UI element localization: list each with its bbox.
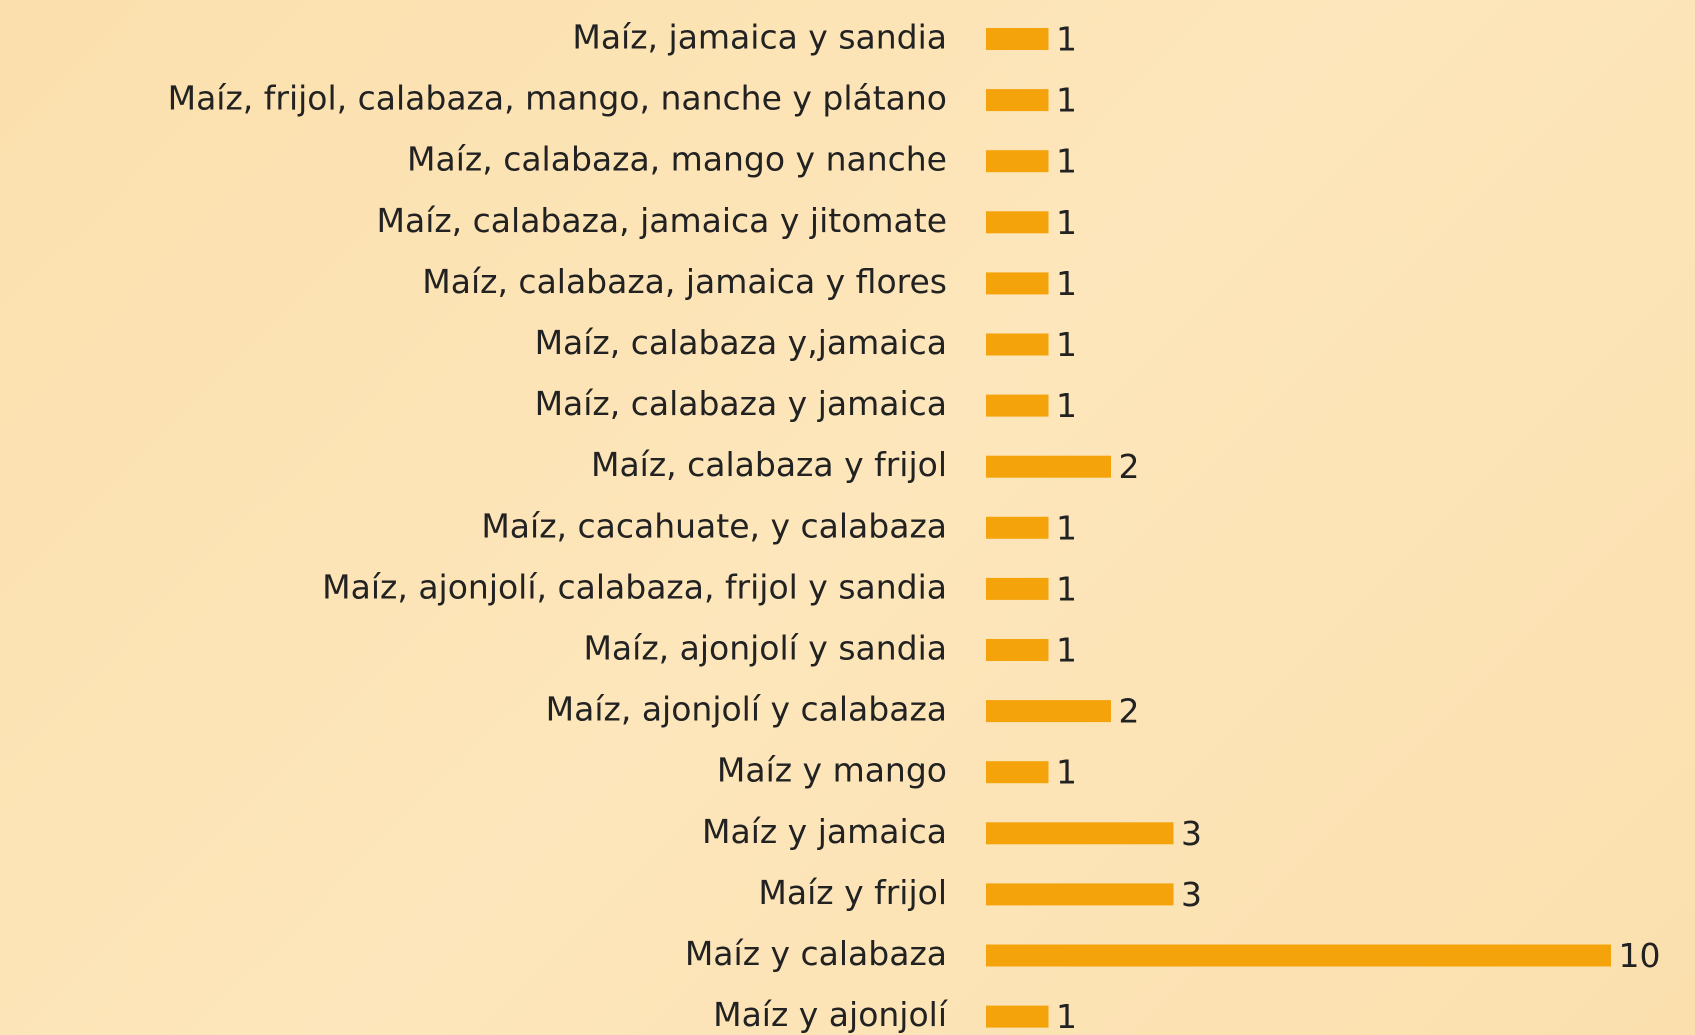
bar	[986, 700, 1111, 723]
category-label: Maíz, calabaza y frijol	[591, 445, 947, 484]
category-label: Maíz, ajonjolí y calabaza	[546, 690, 947, 729]
bar	[986, 883, 1174, 906]
category-label: Maíz, jamaica y sandia	[572, 18, 947, 57]
category-label: Maíz y jamaica	[702, 812, 947, 851]
bar	[986, 28, 1049, 50]
category-label: Maíz, frijol, calabaza, mango, nanche y …	[168, 79, 947, 118]
category-label: Maíz y ajonjolí	[713, 995, 949, 1034]
category-label: Maíz y calabaza	[685, 934, 947, 973]
bar	[986, 272, 1049, 295]
bar	[986, 211, 1049, 234]
category-label: Maíz, calabaza, mango y nanche	[407, 140, 947, 179]
category-label: Maíz, ajonjolí y sandia	[583, 629, 947, 668]
value-label: 1	[1056, 203, 1077, 242]
value-label: 2	[1119, 692, 1140, 731]
bar	[986, 639, 1049, 661]
bar	[986, 333, 1049, 356]
bar	[986, 516, 1049, 539]
value-label: 1	[1056, 20, 1077, 59]
value-label: 1	[1056, 631, 1077, 670]
value-label: 1	[1056, 569, 1077, 608]
category-label: Maíz, calabaza, jamaica y flores	[422, 262, 947, 301]
value-label: 10	[1619, 936, 1661, 975]
bar	[986, 761, 1049, 784]
bar	[986, 1005, 1049, 1028]
value-label: 1	[1056, 386, 1077, 425]
value-label: 1	[1056, 325, 1077, 364]
value-label: 1	[1056, 142, 1077, 181]
bar	[986, 455, 1111, 478]
value-label: 1	[1056, 508, 1077, 547]
category-label: Maíz y frijol	[758, 873, 947, 912]
value-label: 1	[1056, 753, 1077, 792]
value-label: 1	[1056, 264, 1077, 303]
value-label: 1	[1056, 997, 1077, 1035]
value-label: 1	[1056, 81, 1077, 120]
bar	[986, 150, 1049, 173]
value-label: 3	[1181, 814, 1202, 853]
value-label: 3	[1181, 875, 1202, 914]
category-label: Maíz, calabaza, jamaica y jitomate	[377, 201, 948, 240]
bar	[986, 822, 1174, 845]
bar	[986, 577, 1049, 600]
bar	[986, 89, 1049, 112]
category-label: Maíz, calabaza y,jamaica	[535, 323, 947, 362]
bar	[986, 944, 1611, 967]
category-label: Maíz y mango	[717, 751, 947, 790]
bar	[986, 394, 1049, 417]
category-label: Maíz, cacahuate, y calabaza	[481, 506, 947, 545]
category-label: Maíz, ajonjolí, calabaza, frijol y sandi…	[322, 567, 947, 606]
value-label: 2	[1119, 447, 1140, 486]
category-label: Maíz, calabaza y jamaica	[535, 384, 947, 423]
